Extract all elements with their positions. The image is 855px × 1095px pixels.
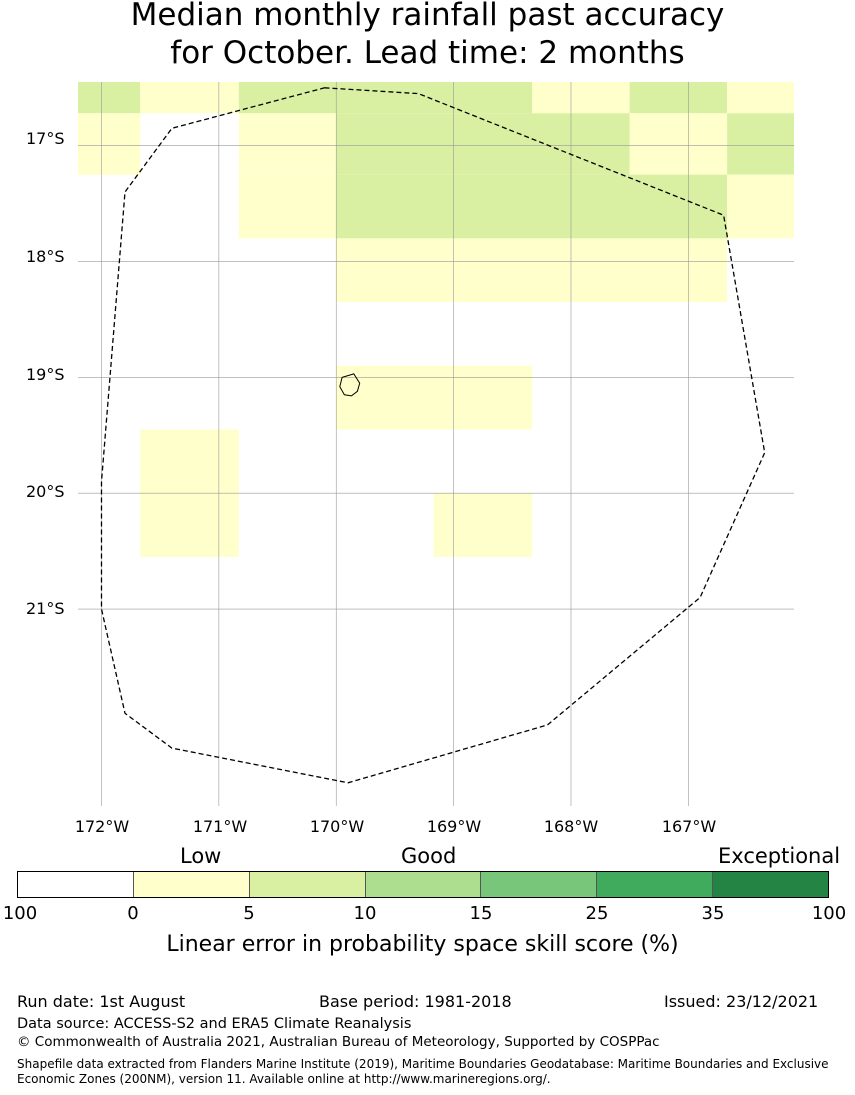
- graticule: [78, 82, 794, 806]
- lon-label-168w: 168°W: [543, 817, 599, 836]
- skill-cell: [727, 82, 794, 114]
- skill-cell: [727, 174, 794, 239]
- skill-cell: [336, 174, 728, 239]
- lon-label-167w: 167°W: [661, 817, 717, 836]
- colorbar-tick: 35: [701, 903, 725, 924]
- colorbar-tick: 100: [811, 903, 847, 924]
- title-line-2: for October. Lead time: 2 months: [170, 35, 685, 71]
- skill-cell: [78, 82, 141, 114]
- base-period: Base period: 1981-2018: [319, 992, 512, 1011]
- skill-cell: [336, 238, 728, 303]
- colorbar: [17, 871, 829, 898]
- colorbar-segment-35-100: [713, 872, 829, 897]
- lat-label-17s: 17°S: [26, 129, 65, 148]
- skill-cell: [727, 113, 794, 175]
- colorbar-tick: 15: [469, 903, 493, 924]
- skill-cell: [433, 493, 533, 557]
- skill-cell: [336, 365, 533, 430]
- skill-cell: [78, 113, 141, 175]
- colorbar-tick: 0: [127, 903, 139, 924]
- lon-label-171w: 171°W: [192, 817, 248, 836]
- lat-label-21s: 21°S: [26, 599, 65, 618]
- colorbar-segment-15-25: [481, 872, 598, 897]
- skill-cells: [78, 82, 794, 557]
- issued-date: Issued: 23/12/2021: [664, 992, 819, 1011]
- shapefile-credit: Shapefile data extracted from Flanders M…: [17, 1057, 829, 1086]
- data-source: Data source: ACCESS-S2 and ERA5 Climate …: [17, 1016, 412, 1032]
- skill-cell: [238, 174, 337, 239]
- skill-cell: [532, 82, 630, 114]
- skill-cell: [140, 82, 239, 114]
- colorbar-segment-25-35: [597, 872, 714, 897]
- category-low: Low: [180, 844, 222, 868]
- run-date: Run date: 1st August: [17, 992, 186, 1011]
- category-exceptional: Exceptional: [718, 844, 841, 868]
- colorbar-tick: 10: [353, 903, 377, 924]
- skill-cell: [629, 113, 728, 175]
- colorbar-segment-negative: [18, 872, 134, 897]
- colorbar-tick: 5: [243, 903, 255, 924]
- colorbar-tick: 25: [585, 903, 609, 924]
- skill-cell: [238, 113, 337, 175]
- colorbar-segment-10-15: [365, 872, 482, 897]
- title-line-1: Median monthly rainfall past accuracy: [130, 0, 725, 33]
- colorbar-tick: 100: [2, 903, 38, 924]
- skill-cell: [238, 82, 533, 114]
- copyright: © Commonwealth of Australia 2021, Austra…: [17, 1034, 660, 1050]
- lon-label-172w: 172°W: [74, 817, 130, 836]
- skill-map: [78, 82, 794, 806]
- lat-label-18s: 18°S: [26, 247, 65, 266]
- lat-label-20s: 20°S: [26, 482, 65, 501]
- chart-title: Median monthly rainfall past accuracy fo…: [0, 0, 855, 72]
- lon-label-170w: 170°W: [309, 817, 365, 836]
- colorbar-segment-5-10: [249, 872, 366, 897]
- colorbar-segment-0-5: [133, 872, 250, 897]
- colorbar-label: Linear error in probability space skill …: [166, 932, 679, 957]
- category-good: Good: [401, 844, 457, 868]
- lon-label-169w: 169°W: [426, 817, 482, 836]
- lat-label-19s: 19°S: [26, 365, 65, 384]
- island-outline: [339, 373, 361, 397]
- skill-cell: [629, 82, 728, 114]
- skill-cell: [336, 113, 630, 175]
